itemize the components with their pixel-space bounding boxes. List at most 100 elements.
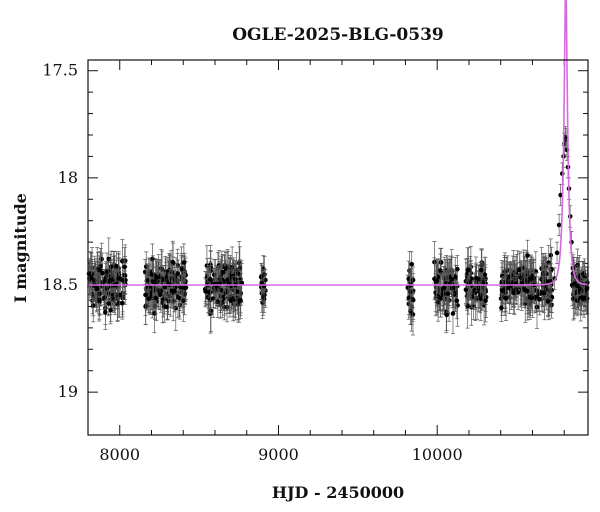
data-point bbox=[556, 222, 562, 228]
data-point bbox=[444, 312, 449, 318]
data-point bbox=[525, 253, 530, 258]
data-point bbox=[474, 275, 479, 281]
data-point bbox=[455, 303, 460, 308]
data-point bbox=[449, 286, 455, 291]
data-point bbox=[554, 250, 560, 256]
data-point bbox=[182, 285, 188, 291]
data-point bbox=[90, 303, 96, 309]
data-point bbox=[153, 295, 159, 301]
x-tick-label: 8000 bbox=[99, 445, 140, 464]
data-point bbox=[501, 287, 507, 293]
data-point bbox=[410, 296, 415, 302]
data-point bbox=[472, 287, 477, 293]
data-point bbox=[513, 287, 519, 292]
data-point bbox=[483, 276, 488, 282]
data-point bbox=[182, 292, 187, 297]
data-point bbox=[541, 290, 547, 296]
axis-ticks bbox=[87, 60, 588, 435]
data-point bbox=[433, 279, 439, 284]
data-point bbox=[116, 276, 121, 281]
data-point bbox=[445, 291, 451, 297]
data-point bbox=[108, 278, 113, 283]
data-point bbox=[499, 305, 504, 311]
data-point bbox=[408, 308, 413, 314]
data-point bbox=[203, 289, 208, 294]
data-point bbox=[116, 300, 122, 306]
data-point bbox=[239, 280, 245, 286]
data-point bbox=[150, 272, 156, 278]
data-point bbox=[235, 271, 241, 277]
data-point bbox=[524, 288, 530, 294]
data-point bbox=[223, 266, 229, 271]
data-point bbox=[172, 288, 177, 294]
data-point bbox=[463, 287, 469, 292]
data-point bbox=[478, 267, 484, 273]
data-point bbox=[100, 279, 106, 285]
data-point bbox=[441, 285, 446, 291]
data-point bbox=[545, 299, 551, 304]
data-point bbox=[575, 283, 580, 289]
data-point bbox=[480, 280, 486, 286]
y-tick-label: 18 bbox=[58, 168, 78, 187]
data-point bbox=[176, 295, 182, 301]
data-point bbox=[114, 264, 119, 269]
data-point bbox=[97, 267, 103, 273]
x-tick-label: 10000 bbox=[412, 445, 463, 464]
data-point bbox=[89, 275, 94, 281]
data-point bbox=[483, 298, 488, 304]
data-point bbox=[548, 252, 554, 258]
y-tick-label: 18.5 bbox=[42, 275, 78, 294]
data-point bbox=[236, 299, 242, 304]
data-point bbox=[96, 298, 102, 303]
data-point bbox=[119, 300, 125, 306]
data-point bbox=[160, 297, 166, 302]
data-point bbox=[438, 296, 444, 301]
data-point bbox=[103, 309, 108, 315]
data-point bbox=[120, 258, 125, 264]
data-point bbox=[478, 296, 484, 301]
data-point bbox=[528, 276, 533, 282]
data-point bbox=[143, 292, 148, 298]
y-tick-label: 17.5 bbox=[42, 61, 78, 80]
data-point bbox=[97, 291, 102, 297]
data-point bbox=[179, 285, 184, 290]
data-point bbox=[409, 261, 415, 267]
x-tick-label: 9000 bbox=[258, 445, 299, 464]
data-points bbox=[86, 126, 590, 336]
data-point bbox=[518, 275, 524, 281]
data-point bbox=[166, 268, 172, 273]
data-point bbox=[181, 298, 186, 303]
data-point bbox=[145, 278, 150, 283]
data-point bbox=[154, 274, 160, 280]
data-point bbox=[170, 259, 176, 265]
model-curve bbox=[88, 0, 589, 286]
data-point bbox=[208, 277, 213, 282]
data-point bbox=[574, 298, 580, 304]
data-point bbox=[537, 297, 542, 302]
data-point bbox=[106, 256, 112, 262]
data-point bbox=[218, 276, 223, 282]
data-point bbox=[179, 267, 185, 272]
data-point bbox=[215, 299, 221, 304]
data-point bbox=[122, 264, 127, 270]
data-point bbox=[450, 311, 456, 316]
chart-title: OGLE-2025-BLG-0539 bbox=[232, 25, 444, 45]
data-point bbox=[150, 256, 155, 262]
data-point bbox=[94, 286, 100, 292]
data-point bbox=[503, 295, 508, 301]
data-point bbox=[161, 304, 167, 309]
data-point bbox=[438, 268, 443, 273]
data-point bbox=[108, 264, 114, 269]
data-point bbox=[234, 289, 240, 295]
data-point bbox=[100, 270, 105, 276]
data-point bbox=[572, 281, 577, 286]
data-point bbox=[466, 267, 471, 273]
data-point bbox=[175, 271, 180, 276]
y-tick-label: 19 bbox=[58, 382, 78, 401]
data-point bbox=[98, 263, 104, 269]
data-point bbox=[534, 294, 539, 300]
data-point bbox=[104, 269, 110, 274]
data-point bbox=[482, 272, 488, 278]
y-axis-label: I magnitude bbox=[11, 193, 30, 303]
